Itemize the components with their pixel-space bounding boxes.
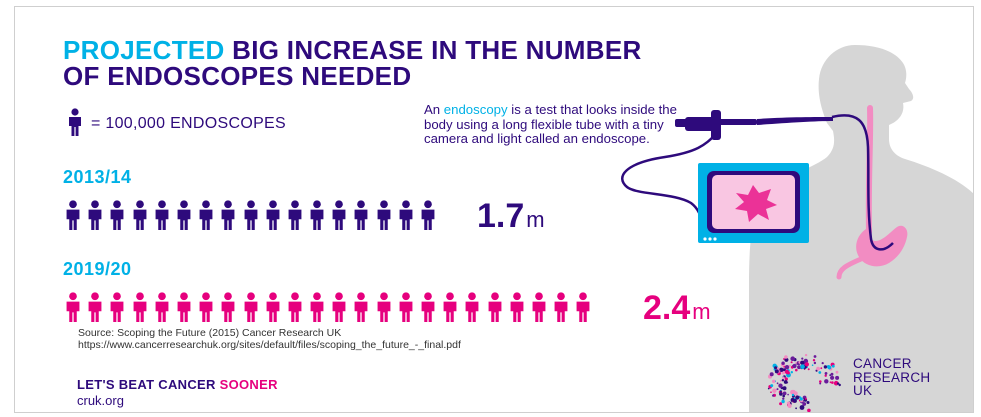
slogan-accent: SOONER xyxy=(219,377,278,392)
person-icon xyxy=(421,292,435,322)
monitor xyxy=(698,163,809,243)
person-icon xyxy=(399,292,413,322)
person-icon xyxy=(310,292,324,322)
person-icon xyxy=(110,292,124,322)
person-icon xyxy=(199,292,213,322)
infographic: PROJECTED BIG INCREASE IN THE NUMBER OF … xyxy=(14,6,974,413)
body-silhouette xyxy=(749,45,973,412)
legend-label: = 100,000 ENDOSCOPES xyxy=(91,115,286,132)
logo-line3: UK xyxy=(853,383,873,398)
person-icon xyxy=(288,200,302,230)
person-icon xyxy=(554,292,568,322)
slogan: LET'S BEAT CANCER SOONER xyxy=(77,377,278,392)
person-icon xyxy=(155,292,169,322)
value-2019: 2.4m xyxy=(643,291,711,329)
person-icon xyxy=(332,200,346,230)
person-icon xyxy=(355,292,368,322)
person-icon xyxy=(266,292,280,322)
people-row-2019 xyxy=(63,292,596,322)
person-icon xyxy=(576,292,590,322)
person-icon xyxy=(88,292,102,322)
people-row-2013 xyxy=(63,200,440,230)
person-icon xyxy=(199,200,213,230)
endoscopy-description: An endoscopy is a test that looks inside… xyxy=(424,102,704,147)
page-title: PROJECTED BIG INCREASE IN THE NUMBER OF … xyxy=(63,37,642,89)
person-icon xyxy=(221,292,235,322)
site-link[interactable]: cruk.org xyxy=(77,393,124,408)
person-icon xyxy=(532,292,546,322)
person-icon xyxy=(510,292,524,322)
year-2013-label: 2013/14 xyxy=(63,167,132,187)
person-icon xyxy=(155,200,169,230)
desc-term: endoscopy xyxy=(443,102,508,117)
cruk-logo-icon xyxy=(767,353,841,412)
intestine xyxy=(836,256,864,280)
person-icon xyxy=(488,292,501,322)
endoscope-handle xyxy=(675,110,833,140)
person-icon xyxy=(133,200,146,230)
person-icon xyxy=(465,292,479,322)
value-2013-unit: m xyxy=(526,207,545,232)
person-icon xyxy=(266,200,280,230)
endoscope-cable xyxy=(621,134,716,222)
year-2019-label: 2019/20 xyxy=(63,259,132,279)
person-icon xyxy=(443,292,457,322)
person-icon xyxy=(66,292,80,322)
endoscopy-illustration xyxy=(621,45,973,412)
slogan-text: LET'S BEAT CANCER xyxy=(77,377,216,392)
person-icon xyxy=(221,200,235,230)
value-2013-number: 1.7 xyxy=(477,197,525,235)
desc-before: An xyxy=(424,102,444,117)
source-url: https://www.cancerresearchuk.org/sites/d… xyxy=(78,339,461,351)
logo-line1: CANCER xyxy=(853,356,912,371)
title-line2: OF ENDOSCOPES NEEDED xyxy=(63,61,412,91)
source-note: Source: Scoping the Future (2015) Cancer… xyxy=(78,327,461,351)
logo-line2: RESEARCH xyxy=(853,369,931,385)
value-2019-number: 2.4 xyxy=(643,289,691,327)
legend-key: = 100,000 ENDOSCOPES xyxy=(67,107,286,141)
source-line1: Source: Scoping the Future (2015) Cancer… xyxy=(78,327,342,339)
person-icon xyxy=(421,200,435,230)
desc-after: is a test that looks inside the body usi… xyxy=(424,102,677,146)
person-icon xyxy=(177,292,191,322)
person-icon xyxy=(355,200,368,230)
person-icon xyxy=(67,107,83,141)
value-2019-unit: m xyxy=(692,299,711,324)
person-icon xyxy=(244,292,257,322)
person-icon xyxy=(133,292,146,322)
stomach xyxy=(856,225,908,267)
person-icon xyxy=(310,200,324,230)
title-rest: BIG INCREASE IN THE NUMBER xyxy=(232,35,642,65)
person-icon xyxy=(332,292,346,322)
endoscope-tube xyxy=(831,114,894,251)
person-icon xyxy=(110,200,124,230)
person-icon xyxy=(377,292,391,322)
person-icon xyxy=(88,200,102,230)
cruk-logo-text: CANCER RESEARCH UK xyxy=(853,357,930,398)
value-2013: 1.7m xyxy=(477,199,545,237)
person-icon xyxy=(244,200,257,230)
person-icon xyxy=(177,200,191,230)
person-icon xyxy=(399,200,413,230)
person-icon xyxy=(288,292,302,322)
person-icon xyxy=(66,200,80,230)
title-highlight: PROJECTED xyxy=(63,35,225,65)
person-icon xyxy=(377,200,391,230)
